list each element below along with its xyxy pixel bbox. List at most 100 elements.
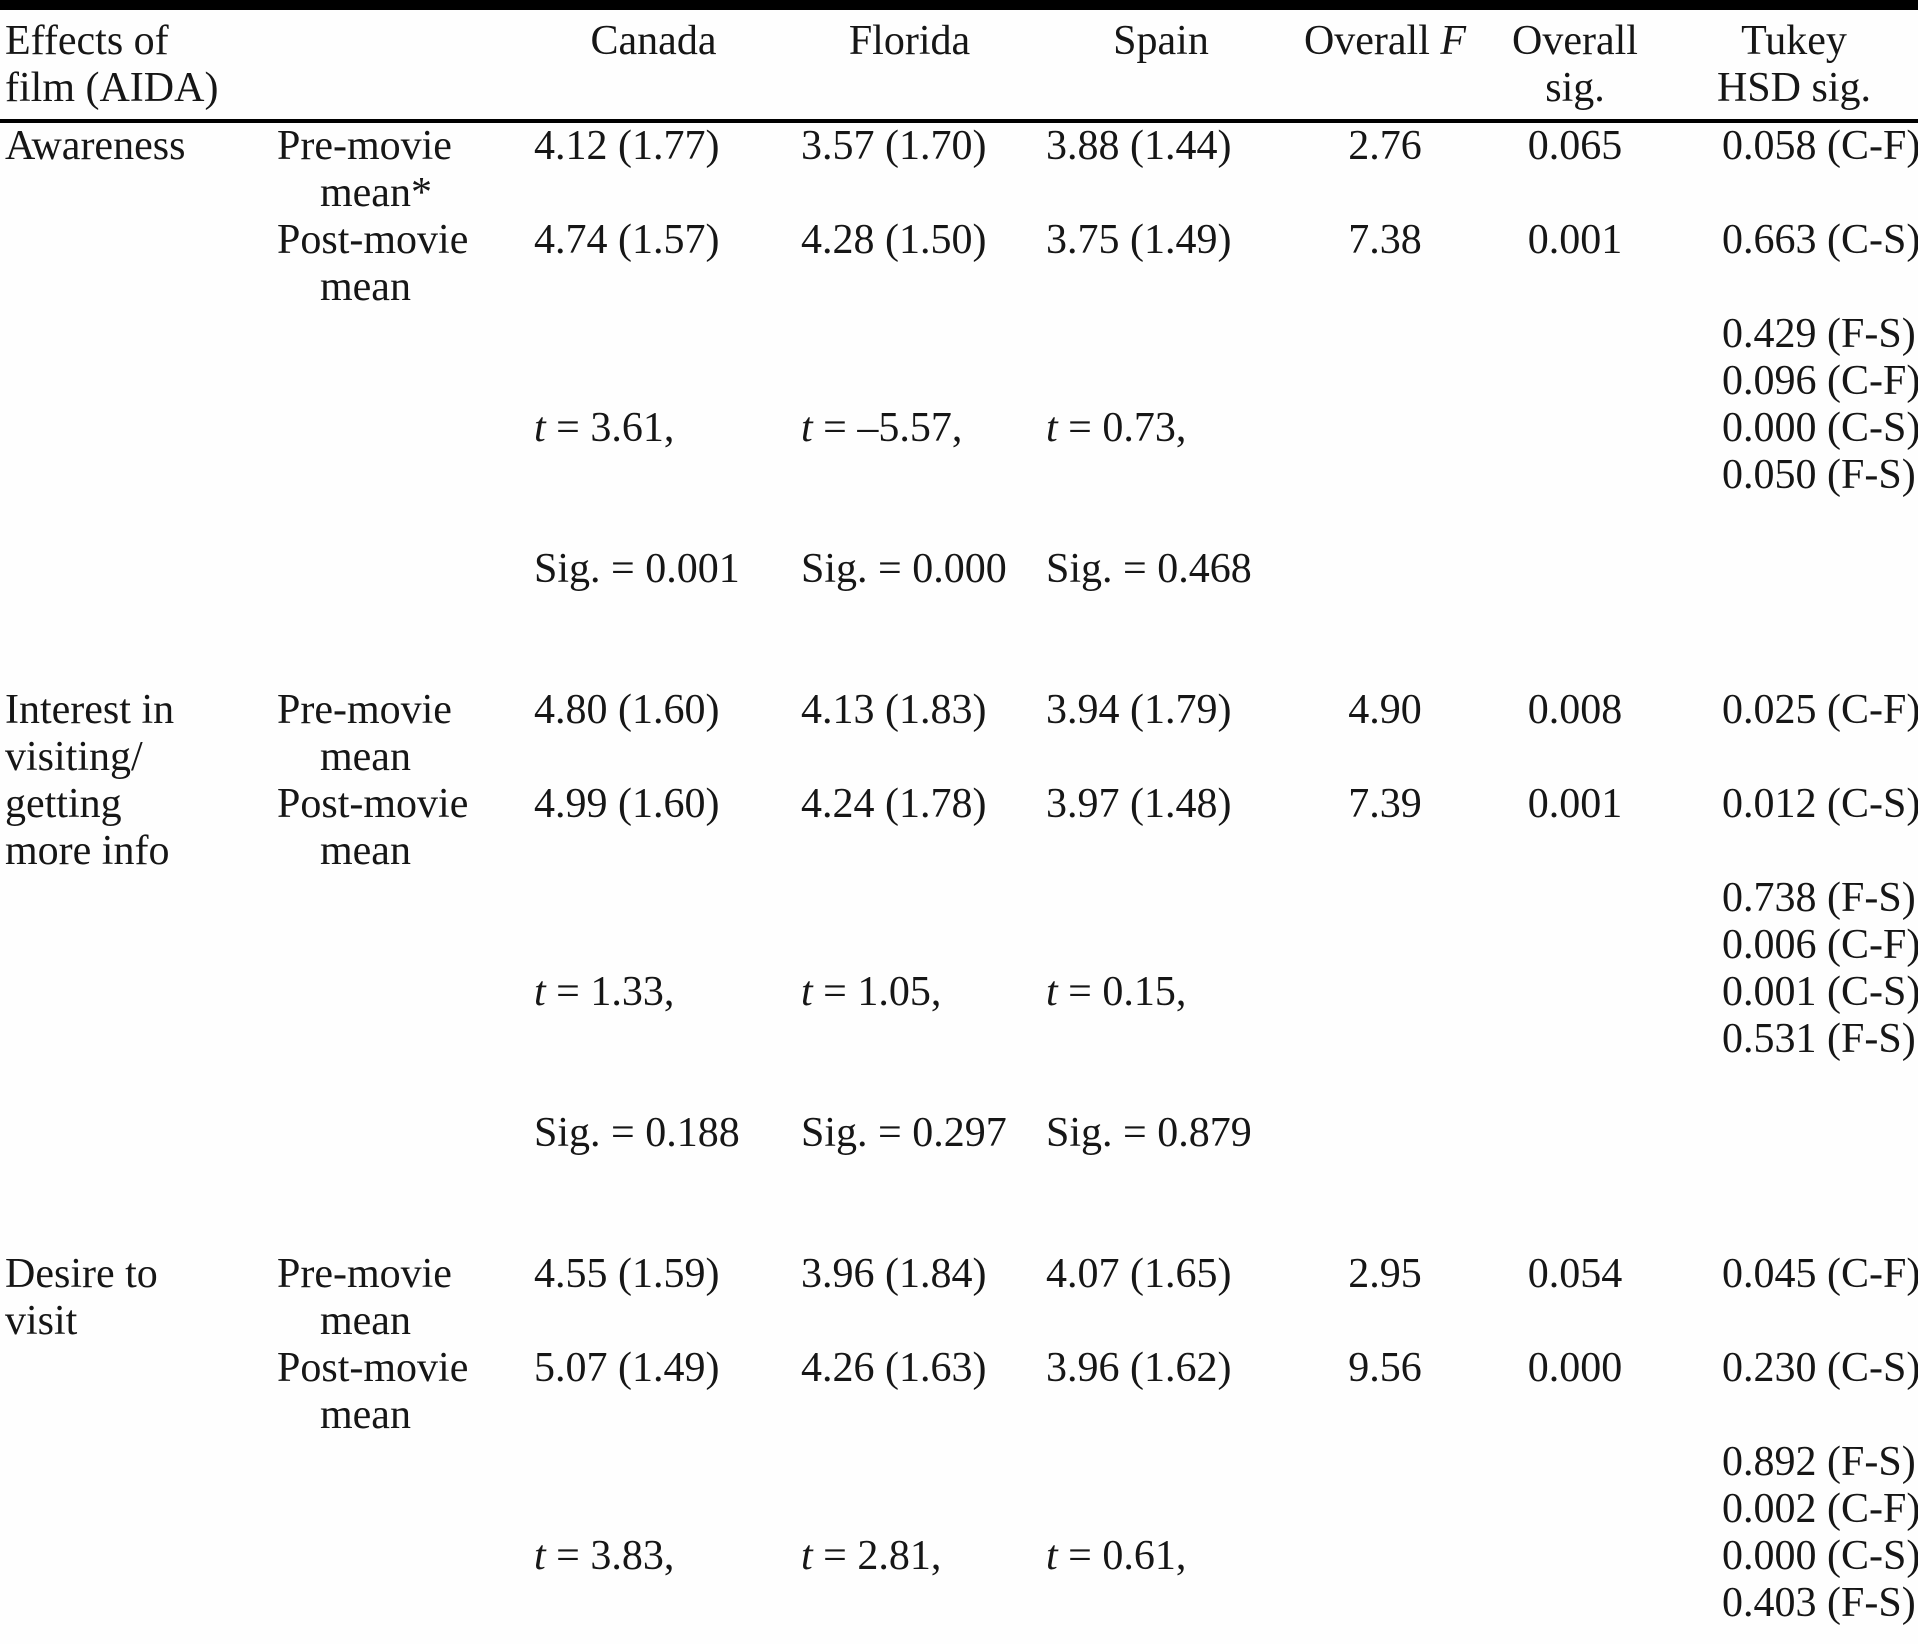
canada-post-mean: 5.07 (1.49)	[534, 1345, 720, 1391]
t-line: t = 0.73,	[1046, 405, 1187, 451]
section-label-awareness: Awareness	[5, 123, 186, 169]
pre-movie-mean-label: Pre-movie mean*	[277, 123, 452, 216]
spain-t-test: t = 0.15, Sig. = 0.879	[1032, 875, 1290, 1251]
overall-f-value: 7.38	[1348, 217, 1422, 263]
t-line: t = 1.33,	[534, 969, 675, 1015]
empty-cell	[270, 1439, 520, 1644]
tukey-value: 0.045 (C-F)	[1722, 1251, 1918, 1297]
t-line: t = 3.61,	[534, 405, 675, 451]
tukey-value: 0.012 (C-S)	[1722, 781, 1918, 827]
overall-sig-value: 0.008	[1527, 687, 1623, 733]
spain-post-mean: 3.96 (1.62)	[1046, 1345, 1232, 1391]
tukey-pairs-block: 0.738 (F-S) 0.006 (C-F) 0.001 (C-S) 0.53…	[1722, 875, 1918, 1062]
row-desire-ttest: t = 3.83, Sig. = 0.000 t = 2.81, Sig. = …	[0, 1439, 1918, 1644]
overall-sig-value: 0.000	[1527, 1345, 1623, 1391]
empty-cell	[1290, 875, 1480, 1251]
florida-t-test: t = 2.81, Sig. = 0.006	[787, 1439, 1032, 1644]
row-desire-pre: Desire to visit Pre-movie mean 4.55 (1.5…	[0, 1251, 1918, 1345]
effects-of-film-header: Effects of film (AIDA)	[0, 5, 270, 123]
spain-pre-mean: 4.07 (1.65)	[1046, 1251, 1232, 1297]
spain-t-test: t = 0.61, Sig. = 0.546	[1032, 1439, 1290, 1644]
canada-t-test: t = 1.33, Sig. = 0.188	[520, 875, 787, 1251]
spain-header: Spain	[1032, 5, 1290, 123]
empty-cell	[1290, 1439, 1480, 1644]
spain-post-mean: 3.97 (1.48)	[1046, 781, 1232, 827]
tukey-value: 0.230 (C-S)	[1722, 1345, 1918, 1391]
empty-header	[270, 5, 520, 123]
row-awareness-pre: Awareness Pre-movie mean* 4.12 (1.77) 3.…	[0, 121, 1918, 217]
pre-movie-mean-label: Pre-movie mean	[277, 687, 452, 780]
spain-post-mean: 3.75 (1.49)	[1046, 217, 1232, 263]
overall-sig-value: 0.001	[1527, 781, 1623, 827]
overall-sig-value: 0.054	[1527, 1251, 1623, 1297]
row-interest-ttest: t = 1.33, Sig. = 0.188 t = 1.05, Sig. = …	[0, 875, 1918, 1251]
pre-movie-mean-label: Pre-movie mean	[277, 1251, 452, 1344]
tukey-pairs-block: 0.892 (F-S) 0.002 (C-F) 0.000 (C-S) 0.40…	[1722, 1439, 1918, 1626]
sig-line: Sig. = 0.468	[1046, 546, 1252, 592]
canada-pre-mean: 4.55 (1.59)	[534, 1251, 720, 1297]
empty-cell	[1290, 311, 1480, 687]
overall-f-value: 2.76	[1348, 123, 1422, 169]
t-line: t = 2.81,	[801, 1533, 942, 1579]
florida-pre-mean: 4.13 (1.83)	[801, 687, 987, 733]
sig-line: Sig. = 0.188	[534, 1110, 740, 1156]
spain-pre-mean: 3.88 (1.44)	[1046, 123, 1232, 169]
tukey-value: 0.663 (C-S)	[1722, 217, 1918, 263]
empty-cell	[1480, 1439, 1670, 1644]
section-label-desire: Desire to visit	[5, 1251, 158, 1344]
sig-line: Sig. = 0.000	[801, 546, 1007, 592]
overall-sig-value: 0.001	[1527, 217, 1623, 263]
canada-t-test: t = 3.61, Sig. = 0.001	[520, 311, 787, 687]
header-row: Effects of film (AIDA) Canada Florida Sp…	[0, 5, 1918, 123]
canada-pre-mean: 4.80 (1.60)	[534, 687, 720, 733]
canada-post-mean: 4.74 (1.57)	[534, 217, 720, 263]
t-line: t = 3.83,	[534, 1533, 675, 1579]
spain-pre-mean: 3.94 (1.79)	[1046, 687, 1232, 733]
tukey-value: 0.058 (C-F)	[1722, 123, 1918, 169]
t-line: t = –5.57,	[801, 405, 963, 451]
florida-pre-mean: 3.96 (1.84)	[801, 1251, 987, 1297]
florida-post-mean: 4.24 (1.78)	[801, 781, 987, 827]
row-desire-post: Post-movie mean 5.07 (1.49) 4.26 (1.63) …	[0, 1345, 1918, 1439]
t-line: t = 0.15,	[1046, 969, 1187, 1015]
florida-t-test: t = –5.57, Sig. = 0.000	[787, 311, 1032, 687]
row-awareness-post: Post-movie mean 4.74 (1.57) 4.28 (1.50) …	[0, 217, 1918, 311]
sig-line: Sig. = 0.001	[534, 546, 740, 592]
tukey-hsd-header: Tukey HSD sig.	[1670, 5, 1918, 123]
florida-post-mean: 4.28 (1.50)	[801, 217, 987, 263]
row-awareness-ttest: t = 3.61, Sig. = 0.001 t = –5.57, Sig. =…	[0, 311, 1918, 687]
t-line: t = 1.05,	[801, 969, 942, 1015]
tukey-value: 0.025 (C-F)	[1722, 687, 1918, 733]
overall-sig-header: Overall sig.	[1480, 5, 1670, 123]
post-movie-mean-label: Post-movie mean	[277, 217, 469, 310]
florida-post-mean: 4.26 (1.63)	[801, 1345, 987, 1391]
canada-pre-mean: 4.12 (1.77)	[534, 123, 720, 169]
overall-f-value: 7.39	[1348, 781, 1422, 827]
tukey-pairs-block: 0.429 (F-S) 0.096 (C-F) 0.000 (C-S) 0.05…	[1722, 311, 1918, 498]
canada-header: Canada	[520, 5, 787, 123]
canada-post-mean: 4.99 (1.60)	[534, 781, 720, 827]
canada-t-test: t = 3.83, Sig. = 0.000	[520, 1439, 787, 1644]
overall-f-value: 2.95	[1348, 1251, 1422, 1297]
empty-cell	[270, 311, 520, 687]
florida-pre-mean: 3.57 (1.70)	[801, 123, 987, 169]
empty-cell	[1480, 311, 1670, 687]
section-label-interest: Interest in visiting/ getting more info	[5, 687, 175, 874]
row-interest-post: Post-movie mean 4.99 (1.60) 4.24 (1.78) …	[0, 781, 1918, 875]
overall-f-header: Overall F	[1290, 5, 1480, 123]
t-line: t = 0.61,	[1046, 1533, 1187, 1579]
row-interest-pre: Interest in visiting/ getting more info …	[0, 687, 1918, 874]
florida-header: Florida	[787, 5, 1032, 123]
sig-line: Sig. = 0.297	[801, 1110, 1007, 1156]
post-movie-mean-label: Post-movie mean	[277, 1345, 469, 1438]
overall-sig-value: 0.065	[1527, 123, 1623, 169]
overall-f-value: 4.90	[1348, 687, 1422, 733]
spain-t-test: t = 0.73, Sig. = 0.468	[1032, 311, 1290, 687]
post-movie-mean-label: Post-movie mean	[277, 781, 469, 874]
empty-cell	[1480, 875, 1670, 1251]
florida-t-test: t = 1.05, Sig. = 0.297	[787, 875, 1032, 1251]
overall-f-value: 9.56	[1348, 1345, 1422, 1391]
empty-cell	[270, 875, 520, 1251]
